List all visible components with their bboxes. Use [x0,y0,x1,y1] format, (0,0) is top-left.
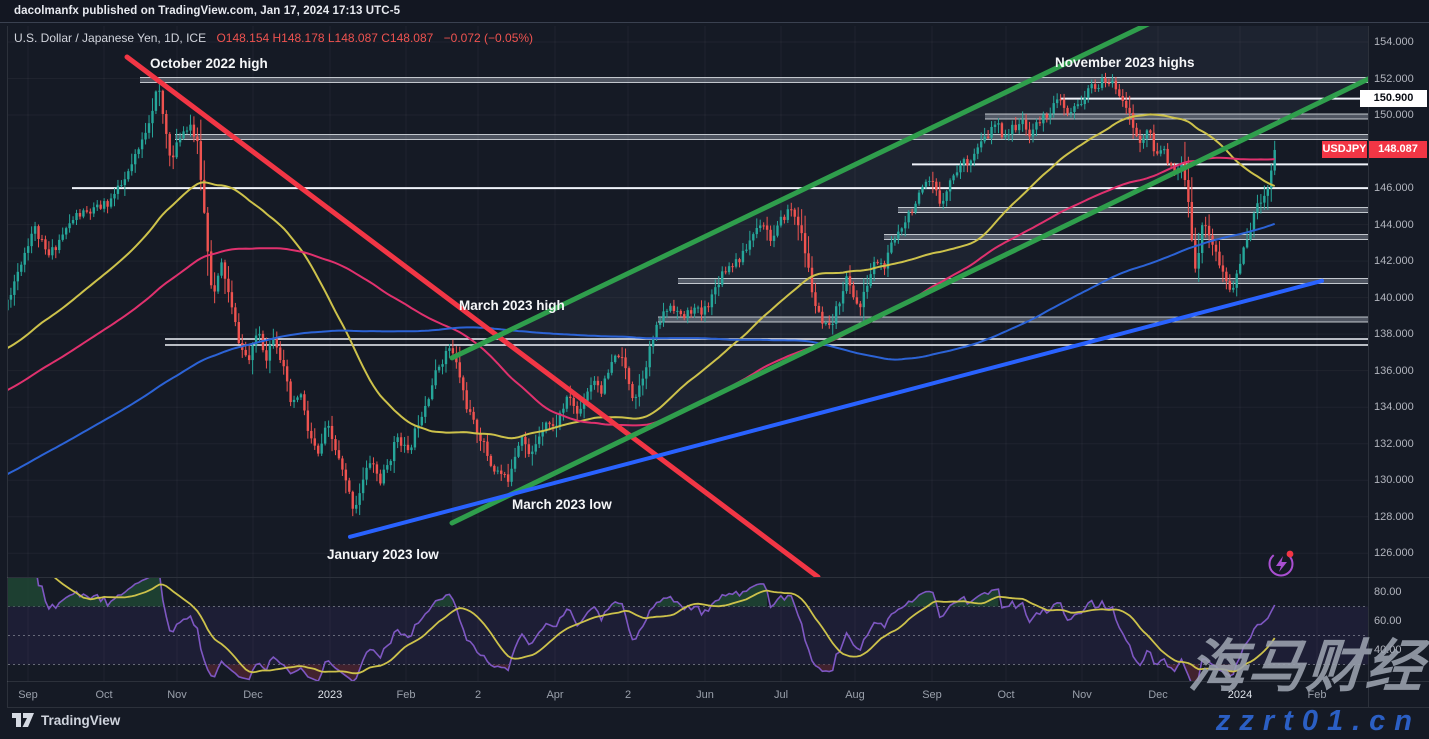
publisher-text: dacolmanfx published on TradingView.com,… [14,5,401,17]
annotation-text: January 2023 low [327,547,439,562]
indicator-tick-label: 40.00 [1374,644,1402,656]
price-tick-label: 128.000 [1374,510,1414,523]
price-tick-label: 132.000 [1374,437,1414,450]
price-tick-label: 142.000 [1374,255,1414,268]
time-tick-label: Oct [95,689,113,701]
time-tick-label: Nov [167,689,187,701]
level-band[interactable] [985,114,1368,120]
downtrend-red[interactable] [124,54,821,577]
tradingview-brand-text: TradingView [41,713,121,728]
horizontal-levels [72,76,1368,346]
ma-fast-yellow[interactable] [4,113,1276,440]
price-tick-label: 144.000 [1374,218,1414,231]
channel-lower-green[interactable] [449,76,1368,526]
annotation-text: March 2023 low [512,497,612,512]
symbol-ohlc-values: O148.154 H148.178 L148.087 C148.087 [216,31,434,45]
price-tick-label: 126.000 [1374,547,1414,560]
time-tick-label: Jul [773,689,789,701]
time-tick-label: Sep [922,689,942,701]
tradingview-footer[interactable]: TradingView [12,713,120,728]
indicator-tick-label: 60.00 [1374,615,1402,627]
time-tick-label: Oct [997,689,1015,701]
publisher-bar: dacolmanfx published on TradingView.com,… [0,0,1429,23]
time-tick-label: Sep [18,689,38,701]
time-tick-label: 2 [474,689,482,701]
tradingview-logo-icon [12,713,34,727]
time-tick-label: Jun [696,689,714,701]
ma-slow-blue[interactable] [4,222,1276,476]
symbol-change-value: −0.072 (−0.05%) [443,31,534,45]
candlestick-series [8,72,1276,517]
price-tick-label: 150.000 [1374,109,1414,122]
time-tick-label: 2 [624,689,632,701]
trend-channel-fill [452,26,1368,523]
lightning-boost-icon[interactable] [1268,550,1294,577]
price-tick-label: 136.000 [1374,364,1414,377]
time-tick-label: Aug [845,689,865,701]
price-tick-label: 138.000 [1374,328,1414,341]
last-price-symbol-label: USDJPY [1322,141,1367,158]
time-tick-label: Dec [1148,689,1168,701]
symbol-header: U.S. Dollar / Japanese Yen, 1D, ICE O148… [14,31,533,45]
channel-upper-green[interactable] [449,15,1167,361]
symbol-title: U.S. Dollar / Japanese Yen, 1D, ICE [14,31,207,45]
price-tick-label: 130.000 [1374,474,1414,487]
level-band[interactable] [658,317,1368,323]
time-tick-label: 2024 [1227,689,1253,701]
level-band[interactable] [898,207,1368,213]
annotation-text: October 2022 high [150,56,268,71]
line-price-label: 150.900 [1360,90,1427,107]
indicator-tick-label: 80.00 [1374,586,1402,598]
time-tick-label: 2023 [317,689,343,701]
level-band[interactable] [678,278,1368,284]
time-tick-label: Feb [396,689,416,701]
time-tick-label: Nov [1072,689,1092,701]
level-band[interactable] [175,134,1368,140]
time-tick-label: Apr [546,689,564,701]
price-tick-label: 134.000 [1374,401,1414,414]
rsi-pane [4,563,1368,681]
main-pane [4,15,1368,577]
level-band[interactable] [140,77,1368,83]
ma-mid-pink[interactable] [4,156,1275,427]
time-tick-label: Dec [243,689,263,701]
price-tick-label: 146.000 [1374,182,1414,195]
watermark-line2: zzrt01.cn [1215,705,1421,737]
last-price-value-label: 148.087 [1369,141,1427,158]
uptrend-blue[interactable] [348,278,1324,539]
annotation-text: November 2023 highs [1055,55,1195,70]
watermark-line1: 海马财经 [1186,635,1427,699]
price-tick-label: 152.000 [1374,72,1414,85]
level-band[interactable] [884,234,1368,240]
annotation-text: March 2023 high [459,298,565,313]
price-tick-label: 154.000 [1374,36,1414,48]
time-tick-label: Feb [1307,689,1327,701]
rsi-ma-line[interactable] [4,563,1276,675]
price-tick-label: 140.000 [1374,291,1414,304]
